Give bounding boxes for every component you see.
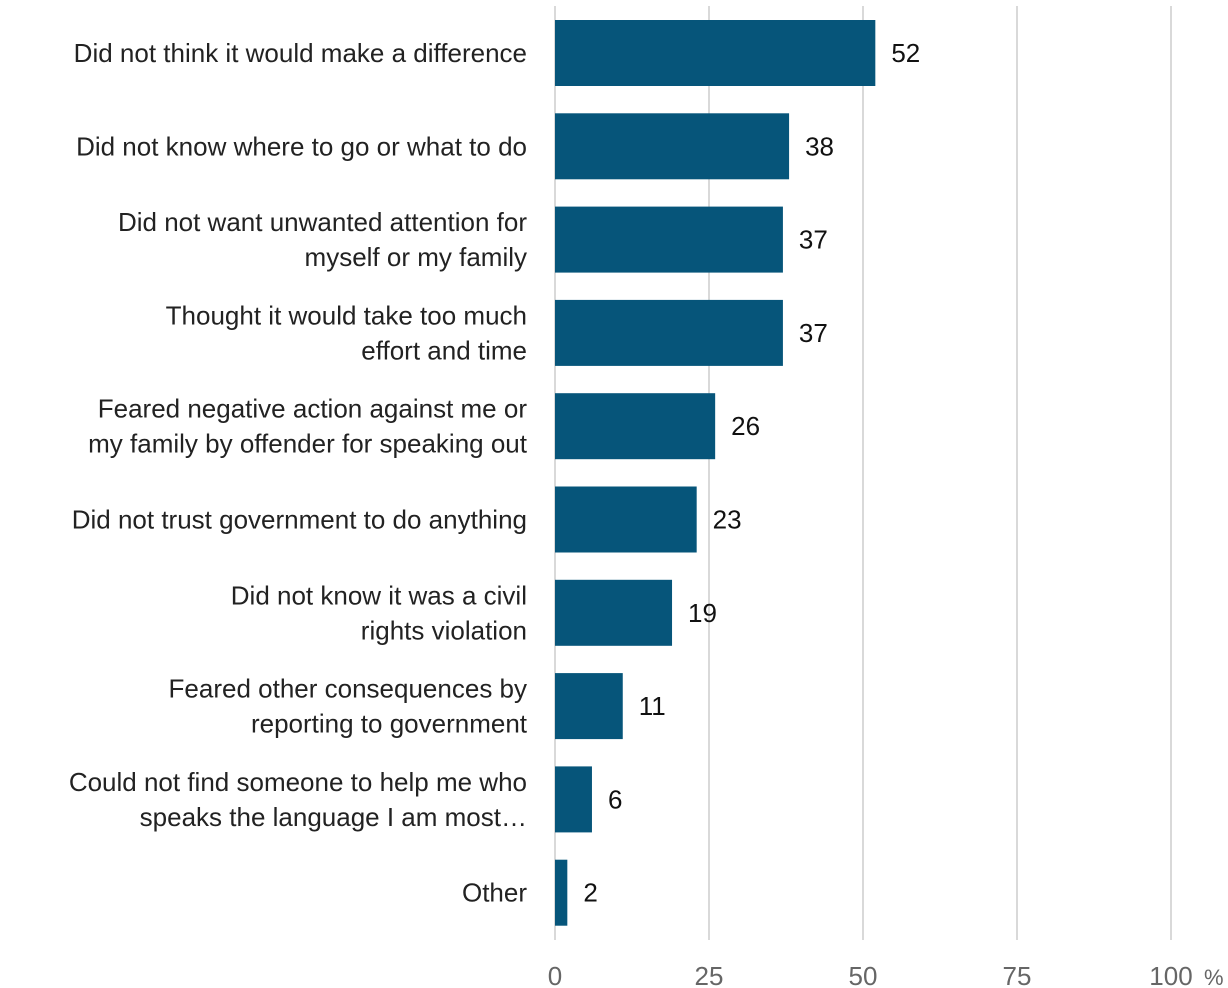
category-label-3: Did not want unwanted attention for mysel… xyxy=(118,207,527,272)
value-label-3: 37 xyxy=(799,225,828,255)
category-label-4: Thought it would take too much effort and… xyxy=(166,300,527,365)
x-axis: % 0 25 50 75 100 xyxy=(548,961,1224,988)
bars xyxy=(555,20,876,926)
x-tick-label-50: 50 xyxy=(849,961,878,988)
value-label-6: 23 xyxy=(713,505,742,535)
bar-5 xyxy=(555,393,716,460)
category-label-line: Did not think it would make a difference xyxy=(74,38,527,68)
bar-6 xyxy=(555,486,697,553)
bar-8 xyxy=(555,673,623,740)
category-labels: Did not think it would make a difference… xyxy=(69,38,528,908)
bar-7 xyxy=(555,579,673,646)
bar-3 xyxy=(555,206,783,273)
value-label-2: 38 xyxy=(805,131,834,161)
bar-10 xyxy=(555,859,568,926)
category-label-9: Could not find someone to help me who spe… xyxy=(69,767,527,832)
category-label-8: Feared other consequences by reporting to… xyxy=(169,674,528,739)
category-label-line: my family by offender for speaking out xyxy=(88,429,528,459)
category-label-2: Did not know where to go or what to do xyxy=(76,131,527,161)
category-label-line: Did not trust government to do anything xyxy=(72,505,527,535)
category-label-line: Did not want unwanted attention for xyxy=(118,207,527,237)
category-label-line: speaks the language I am most… xyxy=(140,802,527,832)
bar-9 xyxy=(555,766,592,833)
value-label-10: 2 xyxy=(583,878,597,908)
category-label-line: Did not know it was a civil xyxy=(231,580,527,610)
value-label-9: 6 xyxy=(608,784,622,814)
x-tick-label-100: 100 xyxy=(1149,961,1192,988)
category-label-line: rights violation xyxy=(361,615,527,645)
bar-4 xyxy=(555,299,783,366)
category-label-10: Other xyxy=(462,878,527,908)
category-label-line: reporting to government xyxy=(251,709,528,739)
category-label-7: Did not know it was a civil rights violat… xyxy=(231,580,527,645)
x-tick-label-25: 25 xyxy=(695,961,724,988)
x-axis-unit-label: % xyxy=(1204,965,1224,988)
value-label-4: 37 xyxy=(799,318,828,348)
bar-1 xyxy=(555,20,876,86)
category-label-line: Did not know where to go or what to do xyxy=(76,131,527,161)
category-label-line: Thought it would take too much xyxy=(166,300,527,330)
category-label-6: Did not trust government to do anything xyxy=(72,505,527,535)
category-label-5: Feared negative action against me or my f… xyxy=(88,394,528,459)
value-label-5: 26 xyxy=(731,411,760,441)
category-label-line: Feared negative action against me or xyxy=(98,394,528,424)
category-label-line: Could not find someone to help me who xyxy=(69,767,527,797)
category-label-line: Other xyxy=(462,878,527,908)
category-label-line: Feared other consequences by xyxy=(169,674,527,704)
x-tick-label-0: 0 xyxy=(548,961,562,988)
category-label-line: effort and time xyxy=(361,335,527,365)
category-label-line: myself or my family xyxy=(305,242,527,272)
value-label-1: 52 xyxy=(891,38,920,68)
value-labels: 52 38 37 37 26 23 19 11 6 2 xyxy=(583,38,920,908)
value-label-8: 11 xyxy=(639,691,666,721)
bar-2 xyxy=(555,113,790,180)
value-label-7: 19 xyxy=(688,598,717,628)
category-label-1: Did not think it would make a difference xyxy=(74,38,527,68)
x-tick-label-75: 75 xyxy=(1003,961,1032,988)
